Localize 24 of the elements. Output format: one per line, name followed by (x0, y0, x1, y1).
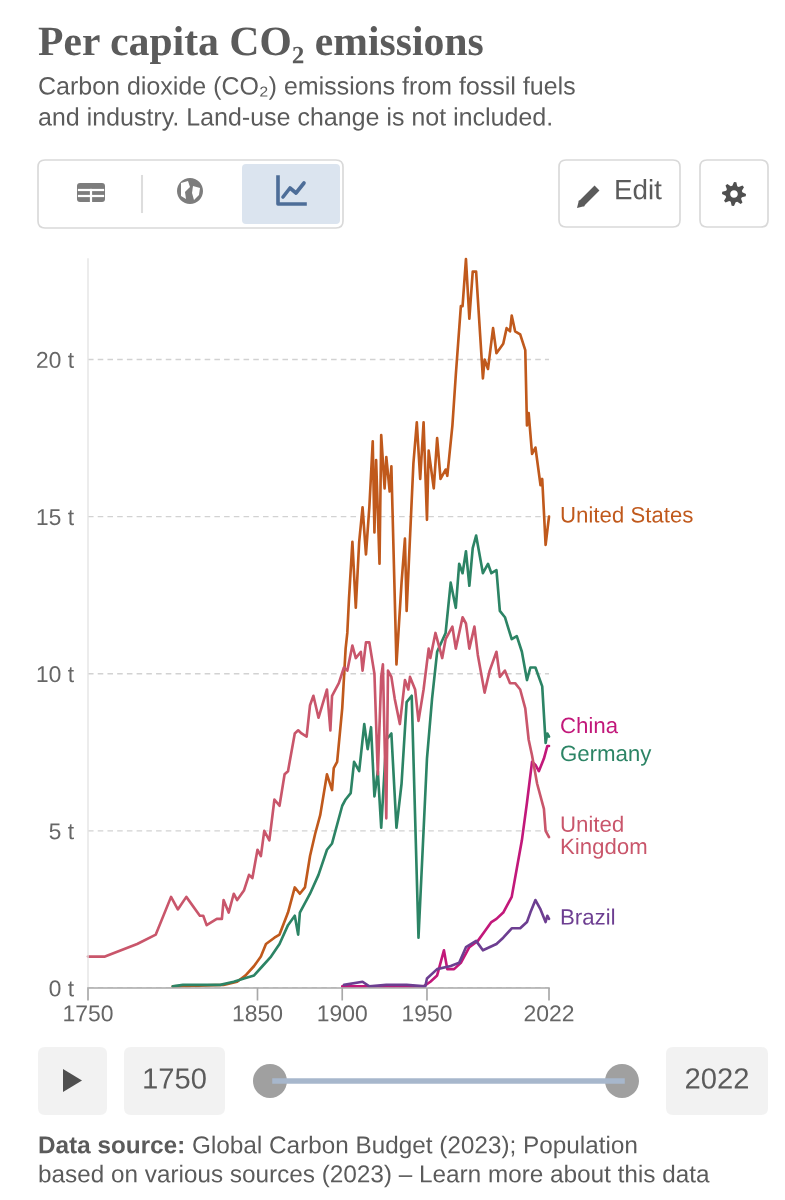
y-tick-label: 0 t (49, 980, 74, 997)
text: 2022 (686, 1068, 748, 1089)
line-series (171, 534, 551, 988)
line-series (86, 615, 551, 958)
x-tick-label: 2022 (524, 1005, 574, 1022)
x-tick-label: 1950 (403, 1005, 452, 1022)
chart-subtitle: Carbon dioxide (CO₂) emissions from fossil fuels and industry. Land-use change is not included. (39, 76, 575, 131)
series-label: United States (561, 506, 693, 523)
line-series (342, 898, 551, 988)
y-tick-label: 10 t (37, 666, 74, 683)
series-label: Germany (561, 745, 652, 766)
series-label: United Kingdom (561, 815, 647, 859)
text: 1750 (144, 1068, 206, 1089)
x-tick-label: 1900 (318, 1005, 367, 1022)
text: Edit (616, 179, 662, 200)
y-tick-label: 20 t (37, 351, 74, 369)
y-tick-label: 15 t (37, 509, 74, 526)
x-tick-label: 1750 (64, 1005, 113, 1022)
series-label: China (561, 716, 619, 734)
y-tick-label: 5 t (49, 823, 74, 840)
source-note: Data source: Global Carbon Budget (2023); Population based on various sources (2023) – Learn more about this data (39, 1135, 710, 1188)
series-label: Brazil (561, 908, 615, 925)
chart-title: Per capita CO₂ emissions (38, 26, 483, 64)
x-tick-label: 1850 (233, 1005, 283, 1022)
